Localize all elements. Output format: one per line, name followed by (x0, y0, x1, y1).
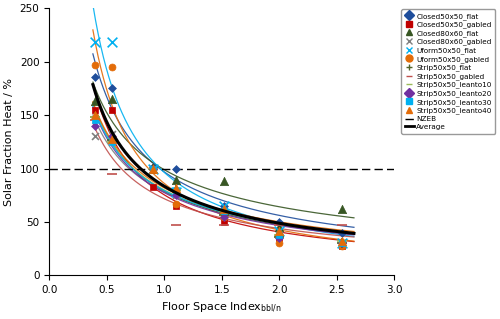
Point (91, 74, 99, 79)
Point (148, 166, 156, 171)
Point (108, 137, 116, 142)
Y-axis label: Solar Fraction Heat / %: Solar Fraction Heat / % (4, 78, 14, 206)
Point (220, 204, 228, 209)
Point (275, 232, 283, 237)
Point (148, 166, 156, 171)
Point (172, 187, 179, 192)
Point (220, 179, 228, 184)
X-axis label: Floor Space Index$_{\mathregular{bbl / n}}$: Floor Space Index$_{\mathregular{bbl / n… (162, 301, 282, 315)
Point (172, 185, 179, 190)
Point (108, 86, 116, 91)
Point (172, 204, 179, 209)
Point (338, 239, 346, 244)
Point (220, 212, 228, 217)
Point (338, 241, 346, 246)
Point (148, 166, 156, 171)
Point (275, 235, 283, 241)
Point (338, 243, 346, 248)
Point (91, 115, 99, 120)
Point (148, 166, 156, 171)
Point (91, 40, 99, 45)
Point (91, 118, 99, 123)
Point (148, 166, 156, 171)
Point (338, 230, 346, 235)
Point (172, 193, 179, 198)
Point (172, 187, 179, 192)
Point (108, 64, 116, 70)
Point (108, 107, 116, 112)
Point (338, 241, 346, 246)
Point (275, 223, 283, 228)
Point (148, 166, 156, 171)
Point (91, 62, 99, 67)
Legend: Closed50x50_flat, Closed50x50_gabled, Closed80x60_flat, Closed80x60_gabled, Ufor: Closed50x50_flat, Closed50x50_gabled, Cl… (402, 9, 496, 134)
Point (172, 178, 179, 183)
Point (275, 232, 283, 237)
Point (108, 139, 116, 145)
Point (172, 189, 179, 195)
Point (172, 193, 179, 198)
Point (108, 136, 116, 141)
Point (220, 209, 228, 214)
Point (220, 204, 228, 209)
Point (172, 223, 179, 228)
Point (220, 214, 228, 219)
Point (148, 166, 156, 171)
Point (148, 165, 156, 170)
Point (275, 235, 283, 241)
Point (108, 132, 116, 137)
Point (91, 99, 99, 104)
Point (220, 211, 228, 216)
Point (172, 166, 179, 171)
Point (338, 241, 346, 246)
Point (275, 241, 283, 246)
Point (148, 166, 156, 171)
Point (275, 225, 283, 230)
Point (108, 96, 116, 101)
Point (148, 166, 156, 171)
Point (220, 209, 228, 214)
Point (172, 201, 179, 206)
Point (338, 241, 346, 246)
Point (108, 40, 116, 45)
Point (338, 239, 346, 244)
Point (338, 207, 346, 212)
Point (338, 241, 346, 246)
Point (220, 207, 228, 212)
Point (275, 228, 283, 233)
Point (220, 214, 228, 219)
Point (108, 139, 116, 145)
Point (275, 232, 283, 237)
Point (220, 219, 228, 225)
Point (338, 243, 346, 248)
Point (108, 171, 116, 176)
Point (172, 187, 179, 192)
Point (91, 107, 99, 112)
Point (275, 234, 283, 240)
Point (91, 118, 99, 123)
Point (108, 134, 116, 139)
Point (91, 113, 99, 118)
Point (148, 184, 156, 189)
Point (220, 223, 228, 228)
Point (91, 123, 99, 128)
Point (275, 219, 283, 225)
Point (91, 134, 99, 139)
Point (275, 228, 283, 233)
Point (91, 115, 99, 120)
Point (148, 166, 156, 171)
Point (338, 223, 346, 228)
